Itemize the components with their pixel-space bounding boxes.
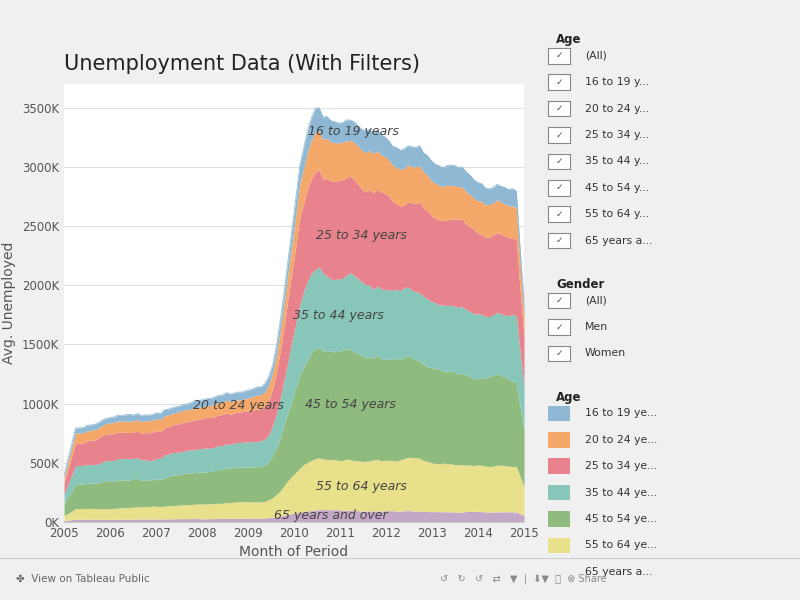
Text: ↺   ↻   ↺   ⇄   ▼  |  ⬇▼  ⬜  ⊗ Share: ↺ ↻ ↺ ⇄ ▼ | ⬇▼ ⬜ ⊗ Share [440, 574, 606, 584]
Text: 20 to 24 ye...: 20 to 24 ye... [585, 435, 657, 445]
Y-axis label: Avg. Unemployed: Avg. Unemployed [2, 242, 16, 364]
Text: 35 to 44 years: 35 to 44 years [293, 308, 384, 322]
Text: ✓: ✓ [555, 296, 563, 305]
Text: Men: Men [585, 322, 608, 332]
Text: ✤  View on Tableau Public: ✤ View on Tableau Public [16, 574, 150, 584]
Text: Age: Age [556, 33, 582, 46]
Text: 55 to 64 ye...: 55 to 64 ye... [585, 541, 657, 550]
Text: Age: Age [556, 391, 582, 404]
Text: 25 to 34 years: 25 to 34 years [316, 229, 407, 242]
Text: (All): (All) [585, 296, 606, 305]
Text: Gender: Gender [556, 278, 604, 291]
Text: ✓: ✓ [555, 51, 563, 60]
Text: ✓: ✓ [555, 78, 563, 87]
Text: 25 to 34 ye...: 25 to 34 ye... [585, 461, 657, 471]
Text: 35 to 44 ye...: 35 to 44 ye... [585, 488, 657, 497]
Text: 65 years and over: 65 years and over [274, 509, 387, 523]
Text: 65 years a...: 65 years a... [585, 567, 652, 577]
Text: 16 to 19 y...: 16 to 19 y... [585, 77, 649, 87]
Text: 25 to 34 y...: 25 to 34 y... [585, 130, 649, 140]
Text: 55 to 64 y...: 55 to 64 y... [585, 209, 649, 219]
Text: Unemployment Data (With Filters): Unemployment Data (With Filters) [64, 54, 420, 74]
Text: 55 to 64 years: 55 to 64 years [316, 480, 407, 493]
Text: 20 to 24 years: 20 to 24 years [193, 400, 283, 412]
Text: 20 to 24 y...: 20 to 24 y... [585, 104, 649, 113]
Text: ✓: ✓ [555, 210, 563, 219]
Text: ✓: ✓ [555, 323, 563, 332]
Text: ✓: ✓ [555, 184, 563, 193]
Text: 45 to 54 years: 45 to 54 years [305, 398, 395, 410]
Text: ✓: ✓ [555, 157, 563, 166]
Text: 35 to 44 y...: 35 to 44 y... [585, 157, 649, 166]
Text: ✓: ✓ [555, 131, 563, 140]
Text: ✓: ✓ [555, 236, 563, 245]
Text: 45 to 54 ye...: 45 to 54 ye... [585, 514, 657, 524]
Text: 16 to 19 years: 16 to 19 years [309, 125, 399, 139]
X-axis label: Month of Period: Month of Period [239, 545, 349, 559]
Text: 65 years a...: 65 years a... [585, 236, 652, 245]
Text: 45 to 54 y...: 45 to 54 y... [585, 183, 649, 193]
Text: Women: Women [585, 349, 626, 358]
Text: ✓: ✓ [555, 349, 563, 358]
Text: ✓: ✓ [555, 104, 563, 113]
Text: (All): (All) [585, 51, 606, 61]
Text: 16 to 19 ye...: 16 to 19 ye... [585, 409, 657, 418]
